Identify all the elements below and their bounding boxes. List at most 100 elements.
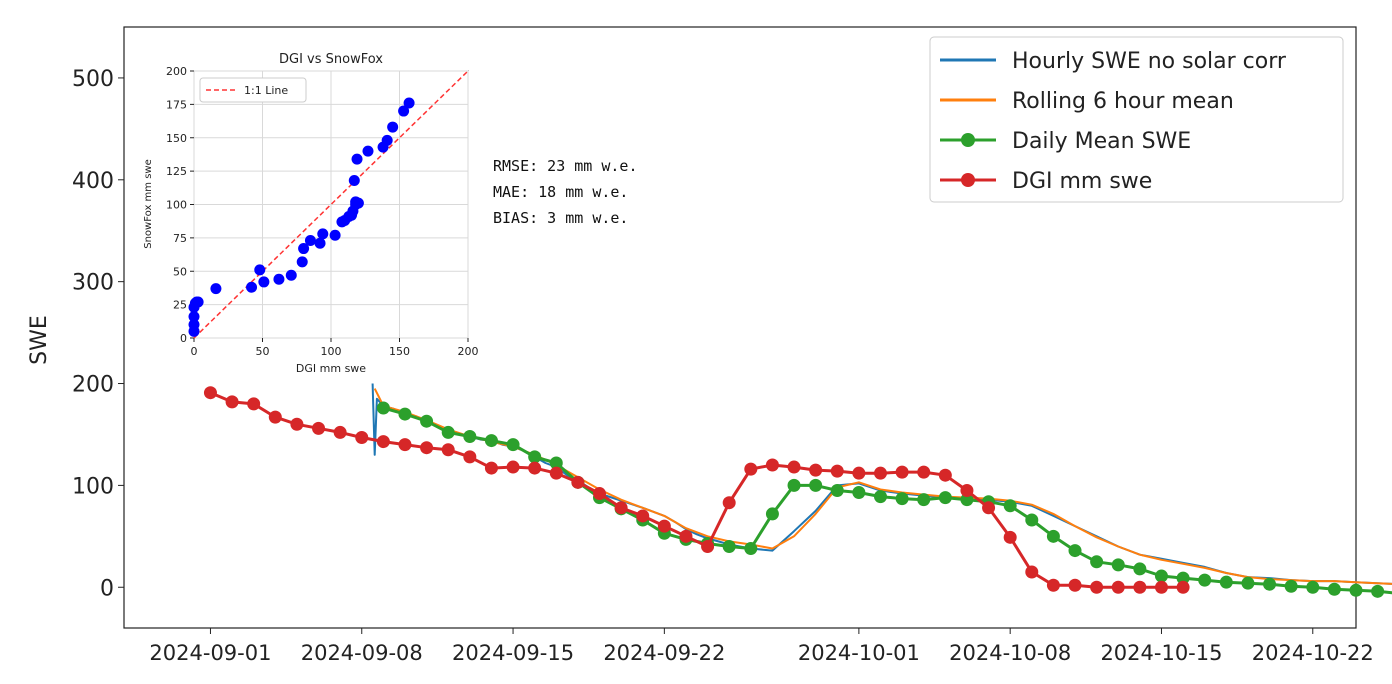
y-tick-label: 300 <box>72 271 114 296</box>
legend-label-rolling-6-hour-mean: Rolling 6 hour mean <box>1012 89 1234 114</box>
main-legend-box <box>929 36 1344 203</box>
inset-y-tick-label: 200 <box>166 65 187 78</box>
legend-marker-dgi-mm-swe <box>961 173 975 187</box>
scatter-point <box>246 281 258 293</box>
point-daily-mean-swe <box>1025 513 1039 527</box>
scatter-point <box>348 174 360 186</box>
scatter-point <box>254 264 266 276</box>
point-daily-mean-swe <box>1046 529 1060 543</box>
scatter-point <box>210 283 222 295</box>
point-dgi-mm-swe <box>809 463 823 477</box>
x-tick-label: 2024-10-01 <box>798 641 920 665</box>
point-dgi-mm-swe <box>225 395 239 409</box>
inset-y-tick-label: 0 <box>180 332 187 345</box>
point-dgi-mm-swe <box>1068 578 1082 592</box>
point-daily-mean-swe <box>722 540 736 554</box>
series-line-dgi-mm-swe <box>209 391 1184 589</box>
point-daily-mean-swe <box>1068 544 1082 558</box>
point-daily-mean-swe <box>1349 583 1363 597</box>
inset-legend-box <box>199 77 307 103</box>
y-tick-label: 100 <box>72 474 114 499</box>
point-daily-mean-swe <box>917 493 931 507</box>
x-tick-label: 2024-09-15 <box>452 641 574 665</box>
point-dgi-mm-swe <box>895 465 909 479</box>
scatter-point <box>352 197 364 209</box>
inset-x-tick-label: 100 <box>321 345 342 358</box>
point-daily-mean-swe <box>809 478 823 492</box>
point-dgi-mm-swe <box>657 519 671 533</box>
scatter-point <box>188 319 200 331</box>
point-daily-mean-swe <box>852 486 866 500</box>
point-dgi-mm-swe <box>290 417 304 431</box>
point-dgi-mm-swe <box>679 529 693 543</box>
scatter-point <box>403 97 415 109</box>
inset-y-tick-label: 100 <box>166 199 187 212</box>
point-dgi-mm-swe <box>1133 580 1147 594</box>
point-dgi-mm-swe <box>593 487 607 501</box>
point-dgi-mm-swe <box>917 465 931 479</box>
y-tick-label: 500 <box>72 67 114 92</box>
scatter-point <box>317 228 329 240</box>
legend-label-daily-mean-swe: Daily Mean SWE <box>1012 129 1191 154</box>
point-dgi-mm-swe <box>960 483 974 497</box>
point-daily-mean-swe <box>1198 573 1212 587</box>
point-dgi-mm-swe <box>1046 578 1060 592</box>
point-dgi-mm-swe <box>398 438 412 452</box>
scatter-point <box>362 145 374 157</box>
stats-annotation: RMSE: 23 mm w.e. MAE: 18 mm w.e. BIAS: 3… <box>493 157 638 227</box>
point-dgi-mm-swe <box>1025 565 1039 579</box>
point-daily-mean-swe <box>744 542 758 556</box>
inset-legend-label-1-1-line: 1:1 Line <box>244 84 288 97</box>
legend-marker-daily-mean-swe <box>961 133 975 147</box>
point-daily-mean-swe <box>484 434 498 448</box>
point-dgi-mm-swe <box>830 464 844 478</box>
x-tick-label: 2024-09-22 <box>603 641 725 665</box>
inset-x-tick-label: 150 <box>389 345 410 358</box>
scatter-point <box>192 296 204 308</box>
inset-y-tick-label: 125 <box>166 165 187 178</box>
inset-x-tick-label: 0 <box>191 345 198 358</box>
inset-y-tick-label: 150 <box>166 132 187 145</box>
scatter-point <box>188 311 200 323</box>
point-daily-mean-swe <box>420 414 434 428</box>
point-dgi-mm-swe <box>312 421 326 435</box>
point-dgi-mm-swe <box>484 461 498 475</box>
x-tick-label: 2024-10-22 <box>1252 641 1374 665</box>
y-tick-label: 0 <box>100 576 114 601</box>
point-daily-mean-swe <box>787 478 801 492</box>
point-dgi-mm-swe <box>852 466 866 480</box>
legend-label-dgi-mm-swe: DGI mm swe <box>1012 169 1152 194</box>
point-daily-mean-swe <box>1371 584 1385 598</box>
point-dgi-mm-swe <box>614 501 628 515</box>
point-daily-mean-swe <box>441 425 455 439</box>
scatter-point <box>298 243 310 255</box>
point-daily-mean-swe <box>376 401 390 415</box>
point-daily-mean-swe <box>463 429 477 443</box>
point-dgi-mm-swe <box>873 466 887 480</box>
inset-legend: 1:1 Line <box>199 77 307 103</box>
point-daily-mean-swe <box>1306 580 1320 594</box>
inset-y-tick-label: 75 <box>173 232 187 245</box>
scatter-point <box>329 229 341 241</box>
point-dgi-mm-swe <box>636 509 650 523</box>
main-y-axis-label: SWE <box>27 315 52 365</box>
point-daily-mean-swe <box>1241 576 1255 590</box>
scatter-point <box>296 256 308 268</box>
point-dgi-mm-swe <box>528 461 542 475</box>
inset-y-axis-label: SnowFox mm swe <box>143 159 154 249</box>
inset-x-tick-label: 200 <box>458 345 479 358</box>
point-dgi-mm-swe <box>744 462 758 476</box>
x-tick-label: 2024-09-01 <box>149 641 271 665</box>
point-daily-mean-swe <box>960 493 974 507</box>
x-tick-label: 2024-10-08 <box>949 641 1071 665</box>
inset-x-tick-label: 50 <box>256 345 270 358</box>
x-tick-label: 2024-09-08 <box>301 641 423 665</box>
scatter-point <box>387 121 399 133</box>
stat-mae: MAE: 18 mm w.e. <box>493 183 628 201</box>
scatter-point <box>258 276 270 288</box>
point-daily-mean-swe <box>1263 577 1277 591</box>
y-tick-label: 400 <box>72 169 114 194</box>
stat-bias: BIAS: 3 mm w.e. <box>493 209 628 227</box>
point-dgi-mm-swe <box>203 386 217 400</box>
inset-y-tick-label: 175 <box>166 98 187 111</box>
